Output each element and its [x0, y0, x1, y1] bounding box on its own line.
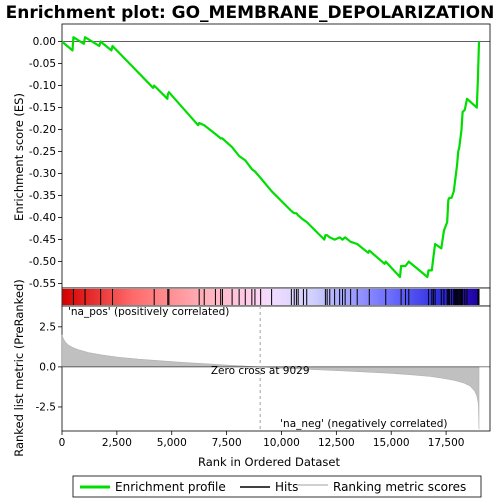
x-tick-label: 5,000 — [157, 437, 187, 449]
x-tick-label: 17,500 — [428, 437, 465, 449]
es-y-tick-label: -0.55 — [29, 278, 56, 290]
es-plot-frame — [61, 23, 491, 289]
neg-correlated-label: 'na_neg' (negatively correlated) — [280, 418, 447, 430]
metric-y-tick-label: -2.5 — [36, 401, 57, 413]
x-tick-label: 2,500 — [102, 437, 132, 449]
es-y-tick-label: -0.50 — [29, 256, 56, 268]
es-y-tick-label: -0.30 — [29, 168, 56, 180]
pos-correlated-label: 'na_pos' (positively correlated) — [68, 306, 229, 318]
es-y-tick-label: -0.15 — [29, 102, 56, 114]
legend: Enrichment profile Hits Ranking metric s… — [72, 475, 482, 498]
es-y-tick-label: -0.25 — [29, 146, 56, 158]
es-axis-label: Enrichment score (ES) — [12, 93, 26, 221]
metric-y-tick-label: 2.5 — [39, 321, 56, 333]
es-y-tick-label: -0.45 — [29, 234, 56, 246]
x-tick-label: 12,500 — [318, 437, 355, 449]
es-y-tick-label: -0.35 — [29, 190, 56, 202]
es-y-tick-label: -0.20 — [29, 124, 56, 136]
x-tick-label: 10,000 — [263, 437, 300, 449]
es-y-tick-label: 0.00 — [33, 36, 56, 48]
hits-panel — [61, 287, 491, 307]
legend-profile-label: Enrichment profile — [115, 480, 226, 494]
zero-cross-label: Zero cross at 9029 — [211, 365, 310, 377]
metric-panel: Zero cross at 9029 'na_pos' (positively c… — [36, 305, 491, 449]
x-axis-label: Rank in Ordered Dataset — [198, 455, 341, 469]
enrichment-profile-line — [61, 36, 481, 279]
chart-title: Enrichment plot: GO_MEMBRANE_DEPOLARIZAT… — [6, 3, 495, 23]
ranking-metric-area — [61, 334, 480, 430]
x-tick-label: 0 — [59, 437, 66, 449]
es-panel: 0.00 -0.05 -0.10 -0.15 -0.20 -0.25 -0.30 -0.35 -… — [29, 23, 491, 290]
metric-y-tick-label: 0.0 — [39, 361, 56, 373]
legend-box — [72, 475, 482, 498]
x-tick-label: 15,000 — [373, 437, 410, 449]
legend-hits-label: Hits — [275, 480, 298, 494]
es-y-tick-label: -0.40 — [29, 212, 56, 224]
es-y-tick-label: -0.05 — [29, 58, 56, 70]
x-tick-label: 7,500 — [212, 437, 242, 449]
metric-axis-label: Ranked list metric (PreRanked) — [12, 279, 26, 457]
es-y-tick-label: -0.10 — [29, 80, 56, 92]
legend-metric-label: Ranking metric scores — [333, 480, 466, 494]
rank-color-bar — [62, 289, 480, 305]
